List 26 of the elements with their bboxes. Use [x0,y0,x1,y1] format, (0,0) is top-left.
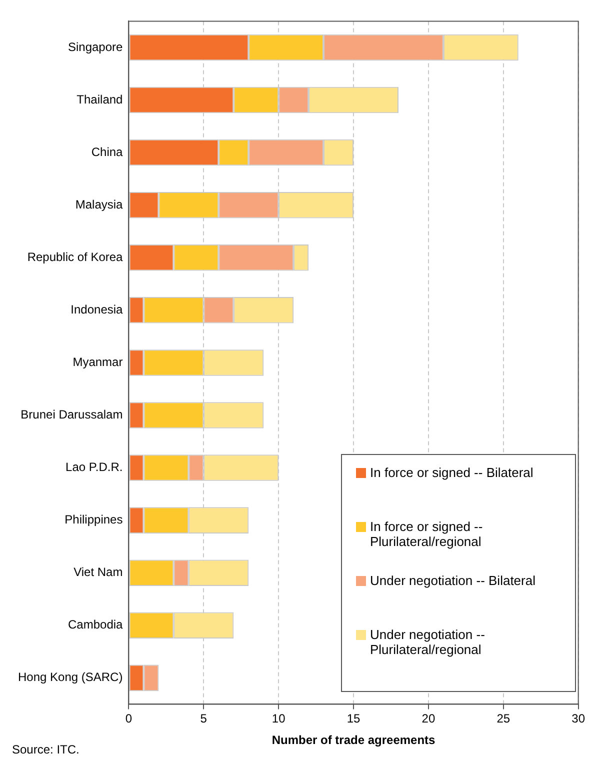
legend-label: In force or signed -- Bilateral [370,465,534,480]
y-tick-label: Hong Kong (SARC) [18,670,123,684]
y-tick-label: Philippines [64,512,123,527]
x-tick-label: 0 [125,712,132,726]
y-tick-label: Brunei Darussalam [20,408,123,422]
y-tick-label: Republic of Korea [27,250,124,264]
x-tick-label: 5 [200,712,208,726]
y-tick-label: Indonesia [70,302,124,316]
legend-label: Under negotiation -- Plurilateral/regional [370,627,486,657]
source-note: Source: ITC. [12,742,80,756]
legend-label: Under negotiation -- Bilateral [370,573,536,588]
y-tick-label: Thailand [76,92,123,106]
x-tick-label: 30 [572,712,586,726]
x-tick-label: 15 [346,712,361,726]
y-tick-label: Viet Nam [74,565,123,580]
y-tick-label: Malaysia [75,197,124,212]
x-tick-label: 25 [496,712,510,726]
y-tick-label: Cambodia [68,618,124,632]
y-tick-label: China [91,144,124,159]
x-tick-label: 20 [422,712,436,726]
legend-label: In force or signed -- Plurilateral/regional [370,519,484,549]
x-tick-label: 10 [272,712,286,726]
x-axis-title: Number of trade agreements [272,733,436,748]
y-tick-label: Myanmar [72,355,123,370]
y-tick-label: Singapore [68,40,124,54]
y-tick-label: Lao P.D.R. [66,460,123,474]
